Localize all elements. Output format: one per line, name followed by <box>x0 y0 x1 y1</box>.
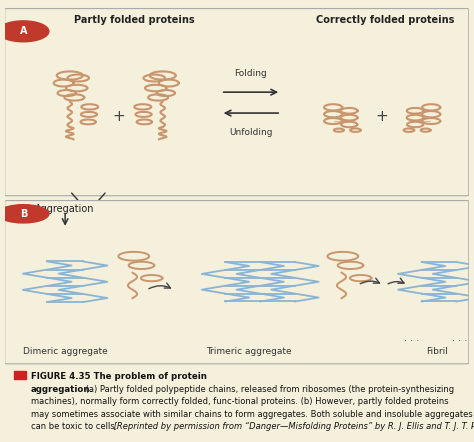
Circle shape <box>0 205 49 223</box>
Text: Dimeric aggregate: Dimeric aggregate <box>23 347 108 356</box>
Bar <box>14 371 26 378</box>
Text: (a) Partly folded polypeptide chains, released from ribosomes (the protein-synth: (a) Partly folded polypeptide chains, re… <box>83 385 454 394</box>
Text: [Reprinted by permission from “Danger—Misfolding Proteins” by R. J. Ellis and T.: [Reprinted by permission from “Danger—Mi… <box>111 422 474 431</box>
Text: +: + <box>375 109 388 124</box>
Text: B: B <box>19 209 27 219</box>
Text: FIGURE 4.35 The problem of protein: FIGURE 4.35 The problem of protein <box>31 372 207 381</box>
Text: Trimeric aggregate: Trimeric aggregate <box>206 347 292 356</box>
Text: A: A <box>19 27 27 36</box>
Text: aggregation.: aggregation. <box>31 385 94 394</box>
Text: . . .: . . . <box>452 333 467 343</box>
Text: machines), normally form correctly folded, func-tional proteins. (b) However, pa: machines), normally form correctly folde… <box>31 397 448 406</box>
Text: Fibril: Fibril <box>426 347 447 356</box>
Text: may sometimes associate with similar chains to form aggregates. Both soluble and: may sometimes associate with similar cha… <box>31 409 473 419</box>
Text: +: + <box>112 109 125 124</box>
Text: Unfolding: Unfolding <box>229 128 273 137</box>
FancyBboxPatch shape <box>5 201 469 364</box>
Text: can be toxic to cells.: can be toxic to cells. <box>31 422 117 431</box>
Text: . . .: . . . <box>403 333 419 343</box>
FancyBboxPatch shape <box>5 8 469 196</box>
Circle shape <box>0 21 49 42</box>
Text: Partly folded proteins: Partly folded proteins <box>74 15 195 25</box>
Text: Correctly folded proteins: Correctly folded proteins <box>317 15 455 25</box>
Text: Aggregation: Aggregation <box>36 204 95 214</box>
Text: Folding: Folding <box>235 69 267 78</box>
